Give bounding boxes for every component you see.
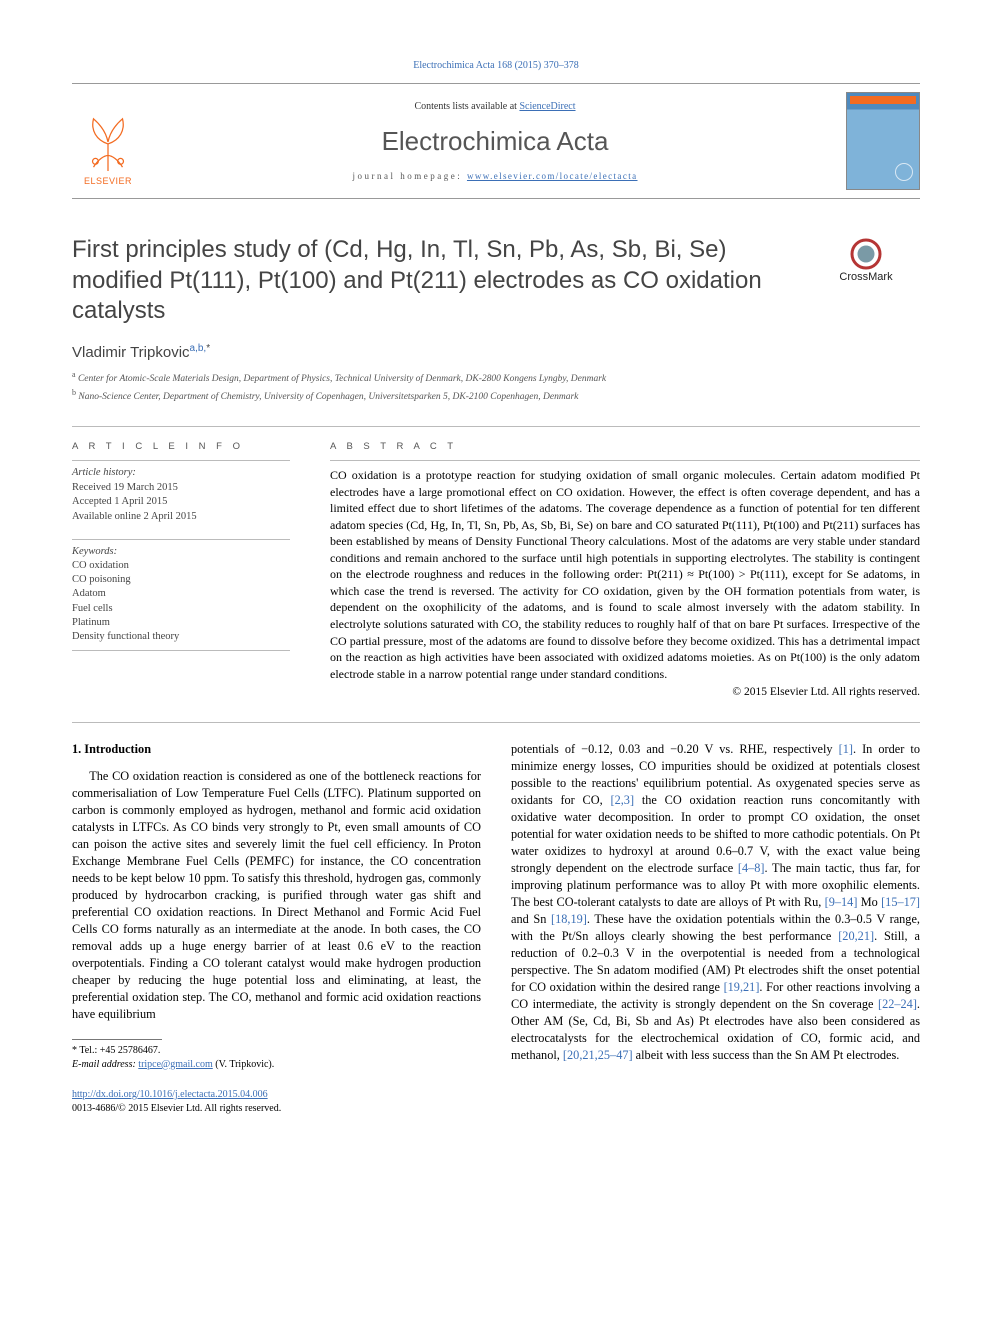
footnote-email-name: (V. Tripkovic).: [215, 1059, 274, 1070]
article-history: Article history: Received 19 March 2015 …: [72, 460, 290, 525]
ref-link[interactable]: [2,3]: [610, 793, 634, 807]
footnote-email-link[interactable]: tripce@gmail.com: [138, 1059, 212, 1070]
divider: [72, 722, 920, 723]
ref-link[interactable]: [18,19]: [551, 912, 587, 926]
ref-link[interactable]: [22–24]: [878, 997, 917, 1011]
contents-available-line: Contents lists available at ScienceDirec…: [156, 101, 834, 112]
journal-name: Electrochimica Acta: [156, 126, 834, 157]
ref-link[interactable]: [20,21,25–47]: [563, 1048, 633, 1062]
crossmark-widget[interactable]: CrossMark: [812, 238, 920, 283]
affiliation-row: b Nano-Science Center, Department of Che…: [72, 387, 920, 404]
crossmark-label: CrossMark: [812, 271, 920, 283]
keywords-label: Keywords:: [72, 545, 290, 559]
body-columns: 1. Introduction The CO oxidation reactio…: [72, 741, 920, 1117]
abstract-text: CO oxidation is a prototype reaction for…: [330, 460, 920, 682]
body-para: The CO oxidation reaction is considered …: [72, 768, 481, 1023]
doi-block: http://dx.doi.org/10.1016/j.electacta.20…: [72, 1088, 481, 1117]
keyword: CO poisoning: [72, 573, 290, 587]
author-name: Vladimir Tripkovic: [72, 344, 190, 361]
elsevier-tree-icon: [79, 111, 137, 173]
ref-link[interactable]: [4–8]: [738, 861, 765, 875]
affil-text: Center for Atomic-Scale Materials Design…: [78, 374, 606, 384]
body-para: potentials of −0.12, 0.03 and −0.20 V vs…: [511, 741, 920, 1063]
journal-cover-thumb: [846, 92, 920, 190]
footnote-email-label: E-mail address:: [72, 1059, 136, 1070]
issn-copyright: 0013-4686/© 2015 Elsevier Ltd. All right…: [72, 1102, 481, 1117]
elsevier-wordmark: ELSEVIER: [84, 176, 132, 186]
abstract-label: A B S T R A C T: [330, 441, 920, 452]
body-text: Mo: [857, 895, 881, 909]
sciencedirect-link[interactable]: ScienceDirect: [519, 101, 575, 112]
affiliations: a Center for Atomic-Scale Materials Desi…: [72, 369, 920, 404]
ref-link[interactable]: [9–14]: [825, 895, 858, 909]
history-received: Received 19 March 2015: [72, 481, 290, 496]
footnote-tel: * Tel.: +45 25786467.: [72, 1044, 481, 1058]
body-text: and Sn: [511, 912, 551, 926]
history-accepted: Accepted 1 April 2015: [72, 495, 290, 510]
ref-link[interactable]: [15–17]: [881, 895, 920, 909]
keyword: Adatom: [72, 587, 290, 601]
homepage-link[interactable]: www.elsevier.com/locate/electacta: [467, 171, 638, 181]
affil-text: Nano-Science Center, Department of Chemi…: [78, 392, 578, 402]
section-heading-intro: 1. Introduction: [72, 741, 481, 758]
ref-link[interactable]: [19,21]: [724, 980, 760, 994]
affil-sup: b: [72, 388, 76, 397]
ref-link[interactable]: [1]: [839, 742, 853, 756]
homepage-prefix: journal homepage:: [352, 171, 466, 181]
contents-prefix: Contents lists available at: [414, 101, 519, 112]
footnotes: * Tel.: +45 25786467. E-mail address: tr…: [72, 1044, 481, 1072]
divider: [72, 426, 920, 427]
journal-header: ELSEVIER Contents lists available at Sci…: [72, 83, 920, 199]
keyword: CO oxidation: [72, 559, 290, 573]
author-affil-sup: a,b,: [190, 343, 207, 354]
footnote-email-line: E-mail address: tripce@gmail.com (V. Tri…: [72, 1058, 481, 1072]
keywords-block: Keywords: CO oxidation CO poisoning Adat…: [72, 539, 290, 651]
elsevier-logo: ELSEVIER: [72, 96, 144, 186]
keyword: Platinum: [72, 616, 290, 630]
doi-link[interactable]: http://dx.doi.org/10.1016/j.electacta.20…: [72, 1089, 268, 1100]
affiliation-row: a Center for Atomic-Scale Materials Desi…: [72, 369, 920, 386]
article-info-label: A R T I C L E I N F O: [72, 441, 290, 452]
keyword: Fuel cells: [72, 602, 290, 616]
homepage-line: journal homepage: www.elsevier.com/locat…: [156, 171, 834, 181]
body-text: potentials of −0.12, 0.03 and −0.20 V vs…: [511, 742, 839, 756]
ref-link[interactable]: [20,21]: [838, 929, 874, 943]
body-text: albeit with less success than the Sn AM …: [633, 1048, 900, 1062]
history-label: Article history:: [72, 466, 290, 481]
keyword: Density functional theory: [72, 630, 290, 644]
history-online: Available online 2 April 2015: [72, 510, 290, 525]
author-corresponding-star: *: [206, 343, 210, 354]
header-citation: Electrochimica Acta 168 (2015) 370–378: [72, 60, 920, 71]
footnote-separator: [72, 1039, 162, 1040]
crossmark-icon: [850, 238, 882, 270]
affil-sup: a: [72, 370, 76, 379]
author-line: Vladimir Tripkovica,b,*: [72, 343, 920, 361]
abstract-copyright: © 2015 Elsevier Ltd. All rights reserved…: [330, 686, 920, 698]
article-title: First principles study of (Cd, Hg, In, T…: [72, 235, 798, 327]
